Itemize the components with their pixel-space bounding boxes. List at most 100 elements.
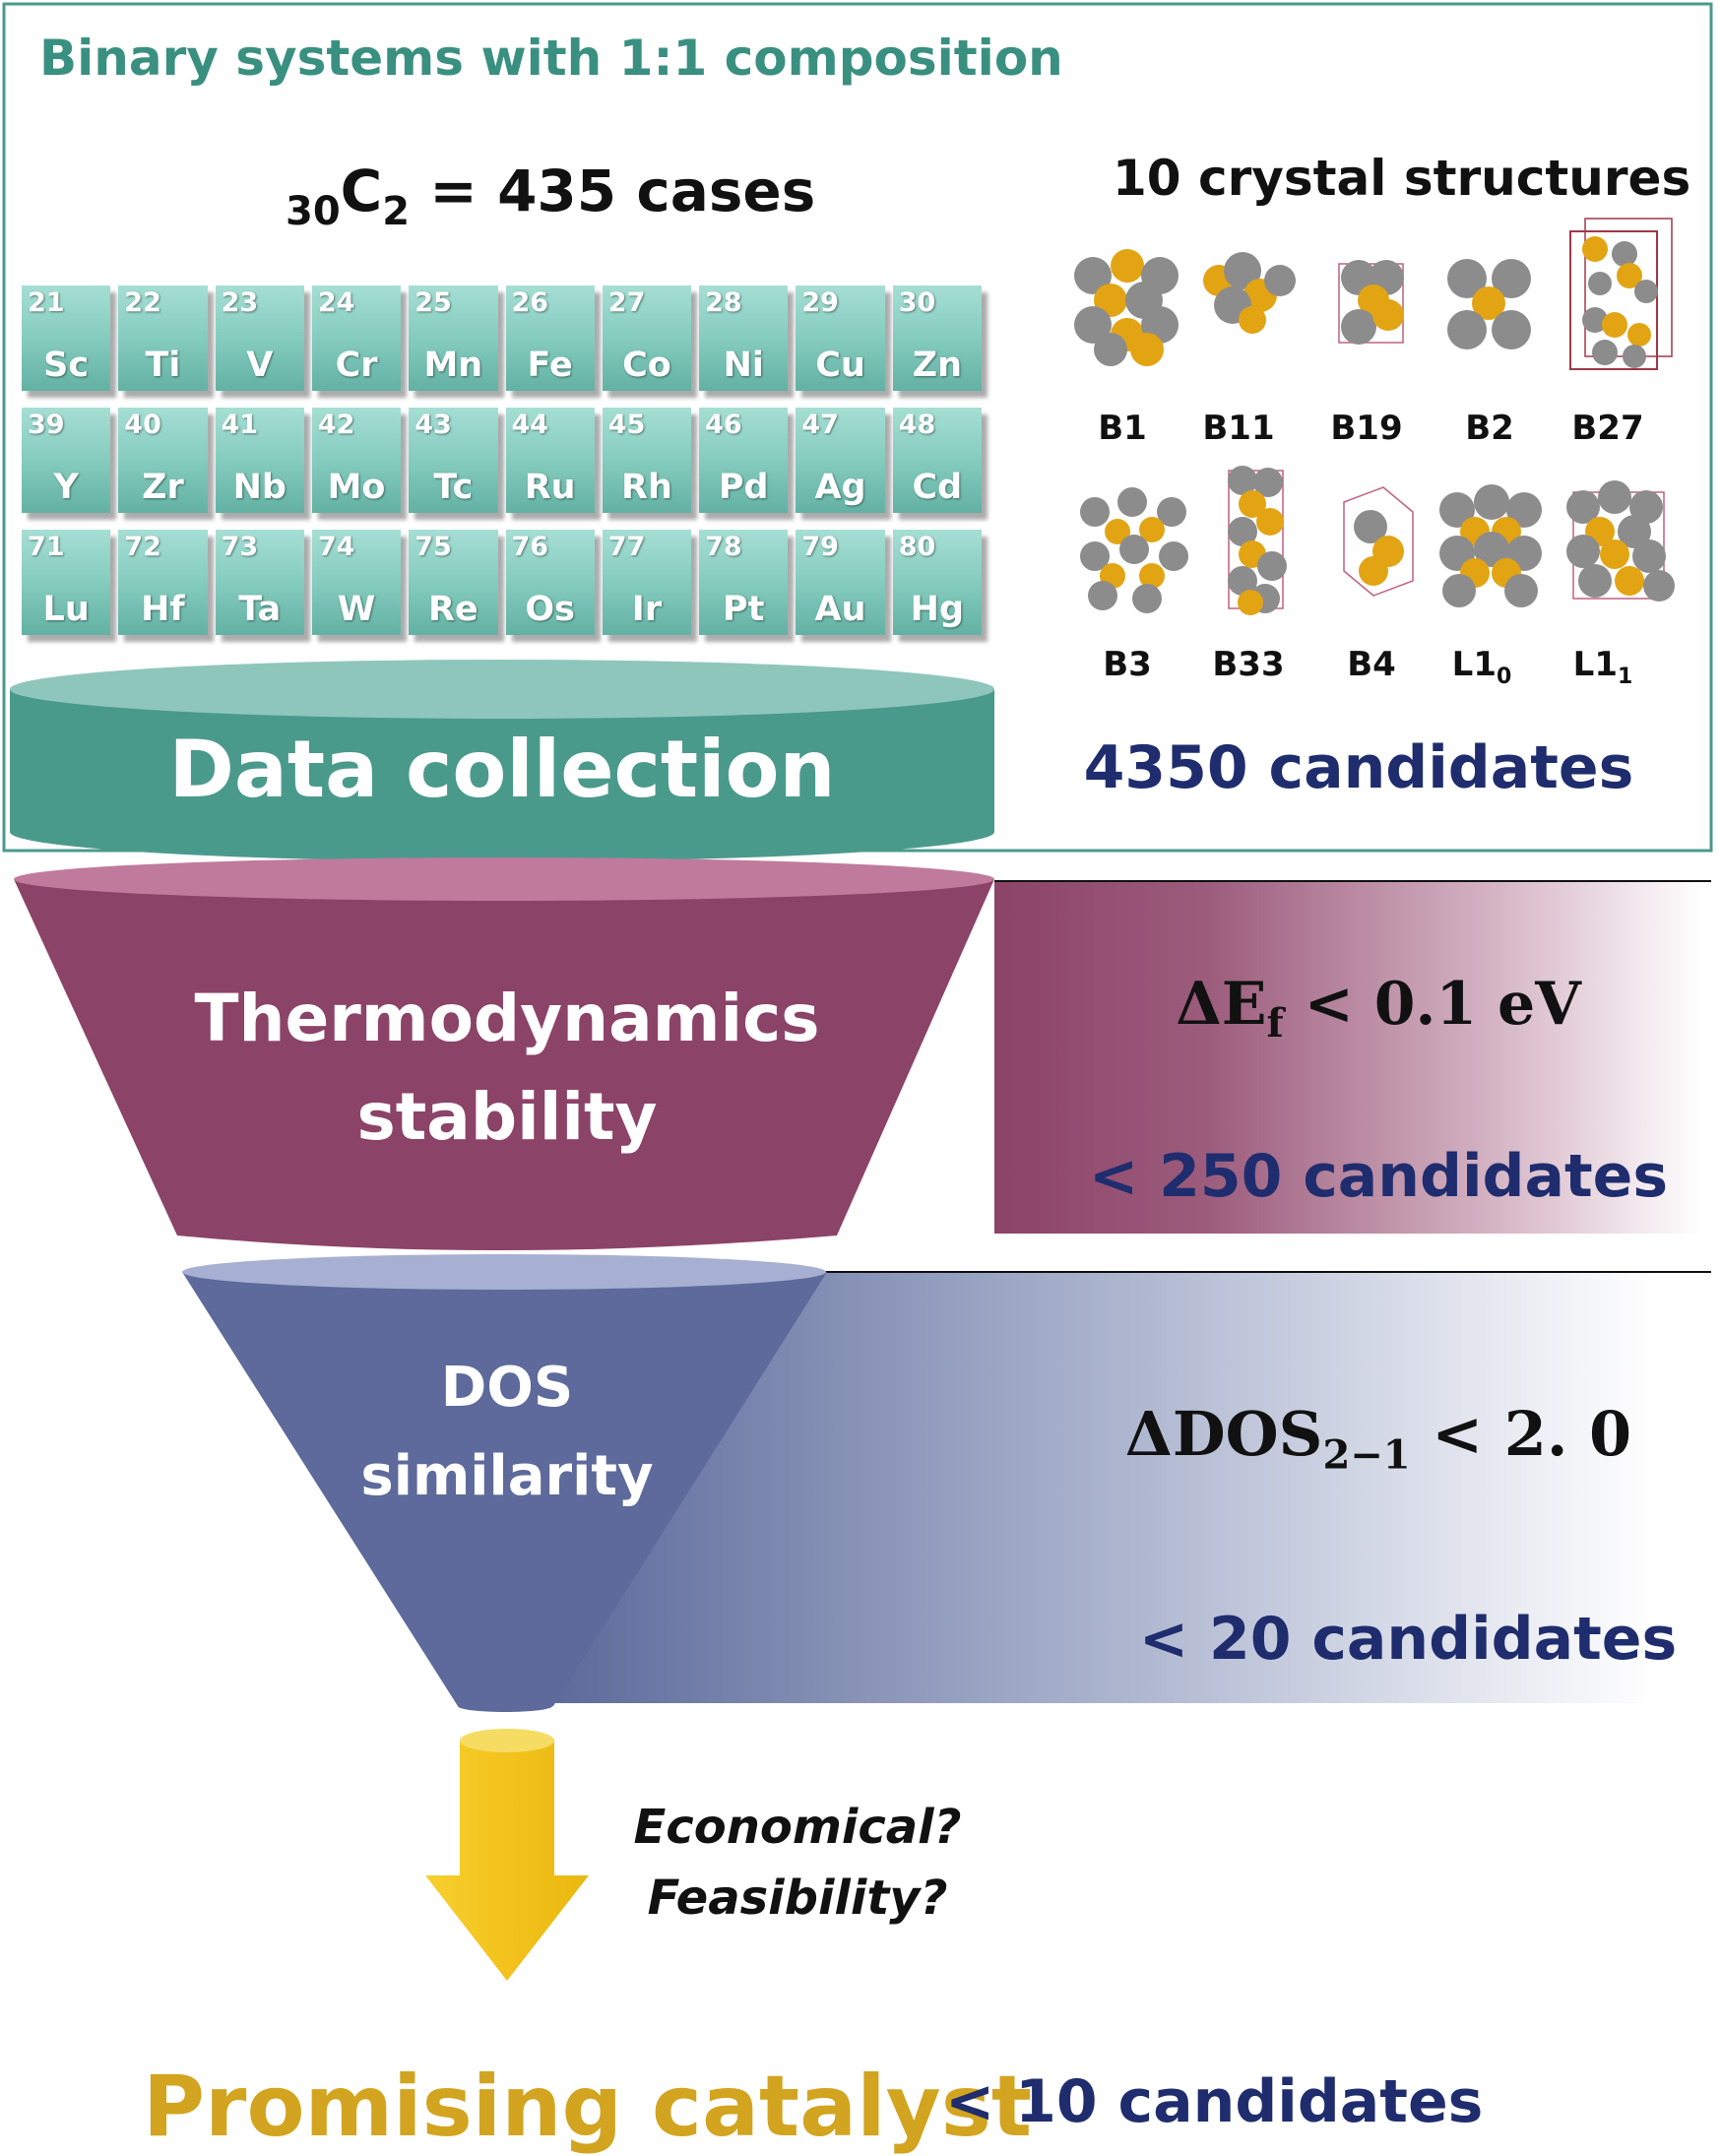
structure-b27-image bbox=[1569, 218, 1673, 370]
element-symbol: Y bbox=[53, 468, 79, 507]
element-symbol: Ru bbox=[524, 468, 576, 507]
element-cell: 76 Os bbox=[505, 530, 595, 635]
structure-b1-image bbox=[1074, 249, 1179, 366]
final-count: < 10 candidates bbox=[945, 2067, 1484, 2136]
element-number: 28 bbox=[705, 287, 742, 318]
element-cell: 72 Hf bbox=[118, 530, 208, 635]
element-cell: 40 Zr bbox=[118, 408, 208, 513]
thermodynamics-label-line1: Thermodynamics bbox=[194, 981, 820, 1056]
element-cell: 71 Lu bbox=[22, 530, 111, 635]
element-symbol: W bbox=[337, 590, 376, 629]
element-cell: 24 Cr bbox=[311, 285, 402, 391]
structure-label: B2 bbox=[1465, 409, 1514, 448]
element-symbol: Cr bbox=[335, 346, 378, 385]
element-number: 42 bbox=[317, 410, 355, 440]
thermo-funnel-top bbox=[14, 857, 994, 901]
thermodynamics-label-line2: stability bbox=[356, 1079, 658, 1155]
combination-count: 30C2 = 435 cases bbox=[286, 158, 815, 234]
element-symbol: Pd bbox=[718, 468, 769, 507]
dos-similarity-label: DOS similarity bbox=[0, 1344, 1014, 1521]
element-number: 47 bbox=[801, 410, 839, 440]
structure-b19-image bbox=[1338, 260, 1404, 345]
structure-b11-image bbox=[1203, 252, 1296, 334]
element-cell: 25 Mn bbox=[409, 285, 498, 391]
element-cell: 79 Au bbox=[796, 530, 885, 635]
structure-b2-image bbox=[1447, 259, 1531, 349]
element-symbol: Mo bbox=[327, 468, 386, 507]
element-cell: 80 Hg bbox=[892, 530, 982, 635]
element-symbol: Zn bbox=[912, 346, 962, 385]
element-symbol: Zr bbox=[142, 468, 184, 507]
structures-title: 10 crystal structures bbox=[1113, 150, 1691, 207]
element-symbol: Rh bbox=[621, 468, 672, 507]
element-number: 77 bbox=[607, 532, 646, 562]
structure-l10-image bbox=[1439, 484, 1542, 607]
element-symbol: Ni bbox=[723, 346, 764, 385]
element-symbol: Fe bbox=[527, 346, 573, 385]
element-number: 76 bbox=[511, 532, 549, 562]
element-cell: 77 Ir bbox=[602, 530, 692, 635]
element-symbol: Hg bbox=[910, 590, 965, 629]
structure-label: L11 bbox=[1572, 645, 1633, 689]
element-cell: 46 Pd bbox=[699, 408, 789, 513]
structure-l11-image bbox=[1566, 480, 1675, 602]
element-number: 45 bbox=[607, 410, 646, 440]
element-number: 41 bbox=[221, 410, 259, 440]
element-number: 78 bbox=[705, 532, 742, 562]
element-symbol: V bbox=[246, 346, 274, 385]
element-cell: 75 Re bbox=[409, 530, 498, 635]
combination-result: = 435 cases bbox=[410, 158, 816, 224]
combination-subscript: 2 bbox=[382, 189, 411, 234]
element-cell: 78 Pt bbox=[699, 530, 789, 635]
element-symbol: Ti bbox=[145, 346, 181, 385]
element-number: 71 bbox=[28, 532, 65, 562]
element-cell: 28 Ni bbox=[699, 285, 789, 391]
element-symbol: Sc bbox=[43, 346, 90, 385]
element-symbol: Ir bbox=[631, 590, 663, 629]
element-symbol: Cd bbox=[912, 468, 963, 507]
element-cell: 29 Cu bbox=[796, 285, 885, 391]
element-number: 29 bbox=[801, 287, 839, 318]
question-text: Economical? Feasibility? bbox=[601, 1792, 994, 1934]
element-cell: 42 Mo bbox=[311, 408, 402, 513]
element-grid: 21 Sc 22 Ti 23 V 24 Cr 25 Mn 26 Fe 27 Co 28 Ni 29 Cu 30 Zn 3… bbox=[22, 285, 982, 635]
element-cell: 30 Zn bbox=[892, 285, 982, 391]
element-cell: 43 Tc bbox=[409, 408, 498, 513]
combination-prefix: 30 bbox=[286, 189, 341, 234]
dos-funnel bbox=[182, 1272, 827, 1706]
element-number: 25 bbox=[414, 287, 452, 318]
dos-funnel-tip bbox=[458, 1700, 552, 1712]
structure-b4-image bbox=[1343, 486, 1414, 597]
element-symbol: Au bbox=[814, 590, 866, 629]
element-number: 21 bbox=[28, 287, 65, 318]
data-collection-label: Data collection bbox=[168, 724, 836, 815]
element-number: 23 bbox=[221, 287, 259, 318]
element-cell: 73 Ta bbox=[215, 530, 304, 635]
structure-label: B3 bbox=[1103, 645, 1152, 684]
element-number: 74 bbox=[317, 532, 355, 562]
final-label: Promising catalyst bbox=[143, 2058, 1032, 2156]
thermodynamics-criterion: ΔEf < 0.1 eV bbox=[1176, 970, 1581, 1046]
element-cell: 74 W bbox=[311, 530, 402, 635]
data-collection-cylinder bbox=[10, 689, 994, 861]
element-cell: 44 Ru bbox=[505, 408, 595, 513]
element-symbol: Re bbox=[427, 590, 478, 629]
element-number: 73 bbox=[221, 532, 259, 562]
thermo-gradient-band bbox=[994, 881, 1703, 1234]
element-cell: 26 Fe bbox=[505, 285, 595, 391]
element-symbol: Ta bbox=[238, 590, 282, 629]
element-cell: 39 Y bbox=[22, 408, 111, 513]
crystal-structures bbox=[1074, 218, 1675, 615]
element-number: 72 bbox=[124, 532, 161, 562]
down-arrow bbox=[425, 1741, 589, 1981]
element-symbol: Cu bbox=[815, 346, 865, 385]
element-cell: 48 Cd bbox=[892, 408, 982, 513]
structure-label: B27 bbox=[1571, 409, 1644, 448]
element-number: 24 bbox=[317, 287, 355, 318]
dos-criterion: ΔDOS2−1 < 2. 0 bbox=[1124, 1398, 1632, 1479]
element-number: 46 bbox=[705, 410, 742, 440]
element-cell: 45 Rh bbox=[602, 408, 692, 513]
structure-label: B33 bbox=[1212, 645, 1285, 684]
element-symbol: Os bbox=[525, 590, 575, 629]
